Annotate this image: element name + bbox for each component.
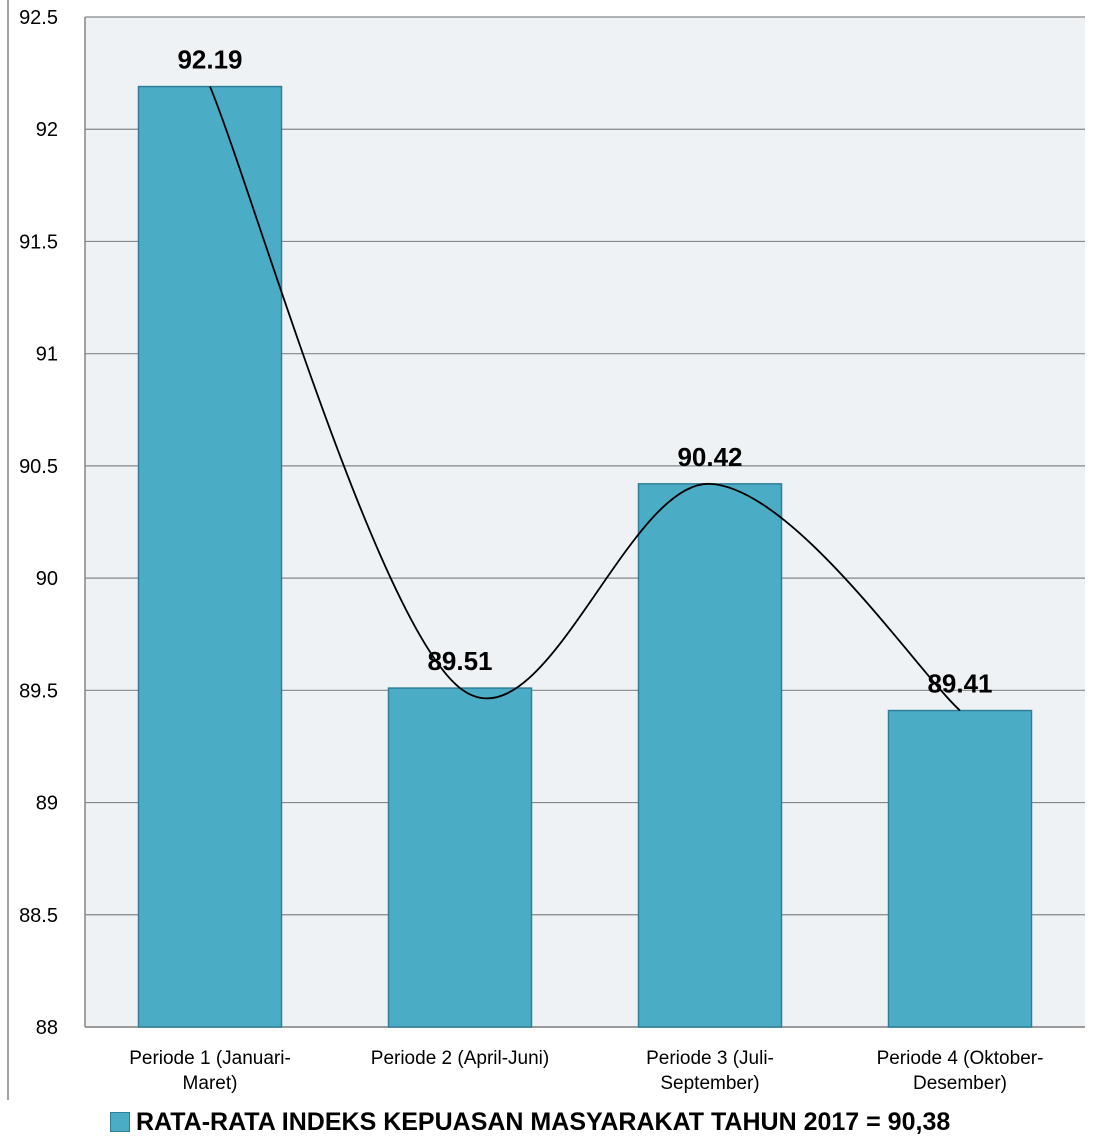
y-tick-label: 88.5	[19, 905, 58, 927]
data-label: 90.42	[677, 442, 742, 472]
y-tick-label: 89	[36, 793, 58, 815]
y-tick-label: 91	[36, 344, 58, 366]
trend-line	[209, 86, 961, 712]
x-category-label: Desember)	[913, 1073, 1007, 1094]
y-tick-label: 92	[36, 119, 58, 141]
y-tick-label: 92.5	[19, 7, 58, 29]
bar-chart: 92.19 89.51 90.42 89.41 88 88.5 89 89.5 90 90.5 9…	[7, 0, 1085, 1100]
bar	[637, 483, 783, 1028]
y-axis-ticks: 88 88.5 89 89.5 90 90.5 91 91.5 92 92.5	[19, 7, 58, 1039]
bar	[137, 85, 283, 1028]
bar	[887, 709, 1033, 1028]
data-label: 92.19	[177, 45, 242, 75]
x-category-label: Periode 1 (Januari-	[129, 1048, 291, 1069]
y-tick-label: 91.5	[19, 231, 58, 253]
x-category-label: Periode 2 (April-Juni)	[371, 1048, 549, 1069]
x-axis-labels: Periode 1 (Januari- Maret) Periode 2 (Apri…	[129, 1048, 1043, 1094]
trendline	[209, 86, 961, 712]
y-tick-label: 90.5	[19, 456, 58, 478]
x-category-label: Maret)	[183, 1073, 238, 1094]
x-category-label: Periode 4 (Oktober-	[877, 1048, 1044, 1069]
legend-swatch	[110, 1112, 130, 1132]
y-tick-label: 88	[36, 1017, 58, 1039]
legend-label: RATA-RATA INDEKS KEPUASAN MASYARAKAT TAH…	[136, 1107, 951, 1136]
data-label: 89.41	[927, 669, 992, 699]
data-labels: 92.19 89.51 90.42 89.41	[177, 45, 992, 699]
data-label: 89.51	[427, 646, 492, 676]
bars	[137, 85, 1033, 1028]
y-tick-label: 89.5	[19, 680, 58, 702]
x-category-label: Periode 3 (Juli-	[646, 1048, 774, 1069]
bar	[387, 687, 533, 1028]
y-tick-label: 90	[36, 568, 58, 590]
x-category-label: September)	[660, 1073, 759, 1094]
legend: RATA-RATA INDEKS KEPUASAN MASYARAKAT TAH…	[110, 1104, 950, 1140]
